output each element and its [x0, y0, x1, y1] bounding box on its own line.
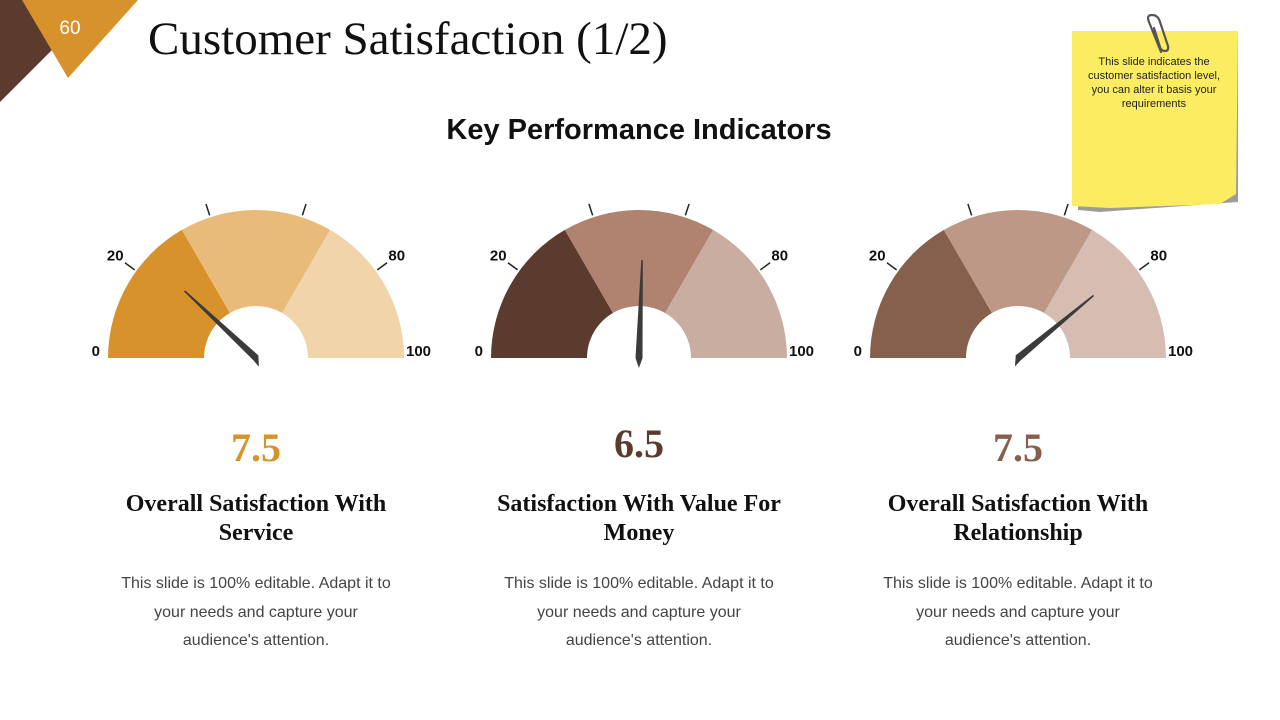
kpi-description: This slide is 100% editable. Adapt it to… [883, 575, 1153, 649]
gauge-1-tick-label: 100 [406, 343, 431, 360]
gauge-1-tick-label: 60 [301, 198, 318, 202]
kpi-value: 6.5 [614, 421, 664, 466]
gauge-1-tick-label: 0 [92, 343, 100, 360]
gauge-2-tick-label: 20 [490, 248, 507, 265]
gauge-1-tick-mark [376, 262, 388, 271]
gauge-dial: 0 20 40 60 80 100 [92, 198, 431, 367]
gauge-3-tick-label: 100 [1168, 343, 1193, 360]
gauge-2-needle [635, 260, 643, 368]
gauge-1-tick-mark [301, 203, 307, 216]
gauge-1-tick-mark [205, 203, 211, 216]
gauge-2-tick-mark [759, 262, 771, 271]
gauge-3-tick-mark [1138, 262, 1150, 271]
slide-number: 60 [59, 18, 81, 39]
gauge-1-band-3 [282, 229, 404, 358]
gauge-3-tick-label: 60 [1063, 198, 1080, 202]
gauge-2-band-1 [491, 229, 613, 358]
corner-accent-shape [22, 0, 138, 78]
gauge-2-band-3 [665, 229, 787, 358]
gauge-2-tick-label: 100 [789, 343, 814, 360]
kpi-value: 7.5 [231, 425, 281, 470]
gauge-1-needle [184, 290, 259, 367]
gauge-2-band-2 [564, 210, 714, 313]
gauge-2-tick-label: 40 [577, 198, 594, 202]
sticky-note-paper [1072, 14, 1238, 212]
gauge-3-band-3 [1044, 229, 1166, 358]
gauge-1-band-1 [108, 229, 230, 358]
gauge-2-tick-mark [507, 262, 519, 271]
kpi-description: This slide is 100% editable. Adapt it to… [504, 575, 774, 649]
gauge-3-needle [1014, 294, 1095, 367]
gauge-1-tick-label: 80 [388, 248, 405, 265]
gauge-2-tick-label: 60 [684, 198, 701, 202]
gauge-3-tick-label: 40 [956, 198, 973, 202]
kpi-title: Satisfaction With Value For Money [497, 491, 781, 546]
gauge-panel-service: 0 20 40 60 80 100 7.5 Overall Satisfaction Wi… [66, 198, 446, 649]
sticky-note-text: This slide indicates the customer satisf… [1087, 56, 1221, 110]
gauge-1-band-2 [181, 210, 331, 313]
gauge-dial: 0 20 40 60 80 100 [854, 198, 1193, 367]
gauge-dial: 0 20 40 60 80 100 [475, 198, 814, 368]
gauge-1-tick-label: 40 [194, 198, 211, 202]
corner-decoration [0, 0, 138, 102]
gauge-3-band-1 [870, 229, 992, 358]
gauge-panel-value-for-money: 0 20 40 60 80 100 6.5 Satisfaction With Value… [449, 198, 829, 649]
gauge-3-tick-mark [967, 203, 973, 216]
gauge-3-tick-mark [886, 262, 898, 271]
gauge-2-tick-label: 0 [475, 343, 483, 360]
gauge-1-tick-label: 20 [107, 248, 124, 265]
gauge-2-tick-mark [588, 203, 594, 216]
chart-subtitle: Key Performance Indicators [446, 114, 832, 146]
paperclip-icon [1146, 14, 1170, 54]
sticky-note-sheet [1072, 31, 1238, 208]
gauge-3-tick-label: 20 [869, 248, 886, 265]
slide-title: Customer Satisfaction (1/2) [148, 13, 668, 65]
gauge-3-tick-label: 80 [1150, 248, 1167, 265]
gauge-3-band-2 [943, 210, 1093, 313]
gauge-3-tick-label: 0 [854, 343, 862, 360]
kpi-value: 7.5 [993, 425, 1043, 470]
gauge-2-tick-mark [684, 203, 690, 216]
gauge-panel-relationship: 0 20 40 60 80 100 7.5 Overall Satisfaction Wi… [828, 198, 1208, 649]
sticky-note: This slide indicates the customer satisf… [1070, 14, 1242, 214]
kpi-title: Overall Satisfaction With Relationship [887, 491, 1149, 546]
gauge-3-tick-mark [1063, 203, 1069, 216]
kpi-description: This slide is 100% editable. Adapt it to… [121, 575, 391, 649]
gauge-1-tick-mark [124, 262, 136, 271]
gauge-2-tick-label: 80 [771, 248, 788, 265]
kpi-title: Overall Satisfaction With Service [125, 491, 387, 546]
